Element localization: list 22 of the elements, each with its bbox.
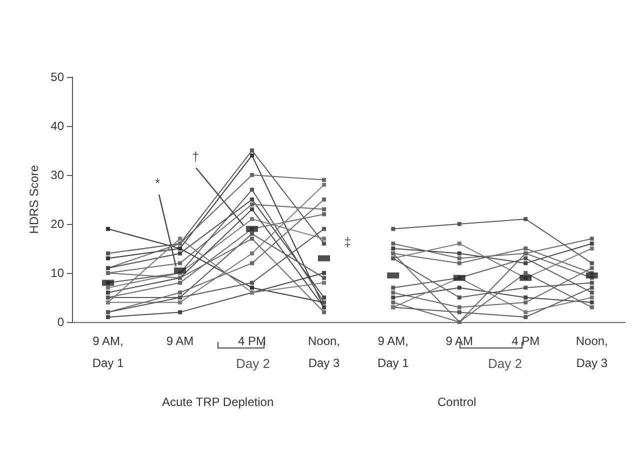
x-tick-label: 4 PM bbox=[512, 334, 540, 348]
x-tick-label: 4 PM bbox=[238, 334, 266, 348]
x-tick-label: 9 AM, Day 1 bbox=[377, 334, 410, 370]
y-tick-label: 0 bbox=[57, 315, 64, 329]
x-tick-label: Noon, Day 3 bbox=[308, 334, 340, 370]
x-axis-title: Control bbox=[438, 395, 476, 409]
y-tick-label: 40 bbox=[50, 119, 64, 133]
x-tick-label: 9 AM, Day 1 bbox=[92, 334, 124, 370]
annotation: † bbox=[192, 148, 200, 164]
annotation: * bbox=[155, 176, 160, 191]
y-tick-label: 50 bbox=[50, 70, 64, 84]
y-axis-title: HDRS Score bbox=[26, 164, 41, 234]
x-tick-label: 9 AM bbox=[446, 334, 474, 348]
x-tick-label: 9 AM bbox=[166, 334, 194, 348]
x-axis-title: Acute TRP Depletion bbox=[162, 395, 274, 409]
y-tick-label: 10 bbox=[50, 266, 64, 280]
text: Day 2 bbox=[236, 356, 270, 371]
y-tick-label: 30 bbox=[50, 168, 64, 182]
text: Day 2 bbox=[488, 356, 522, 371]
annotation: ‡ bbox=[344, 234, 352, 250]
y-tick-label: 20 bbox=[50, 217, 64, 231]
x-tick-label: Noon, Day 3 bbox=[576, 334, 608, 370]
